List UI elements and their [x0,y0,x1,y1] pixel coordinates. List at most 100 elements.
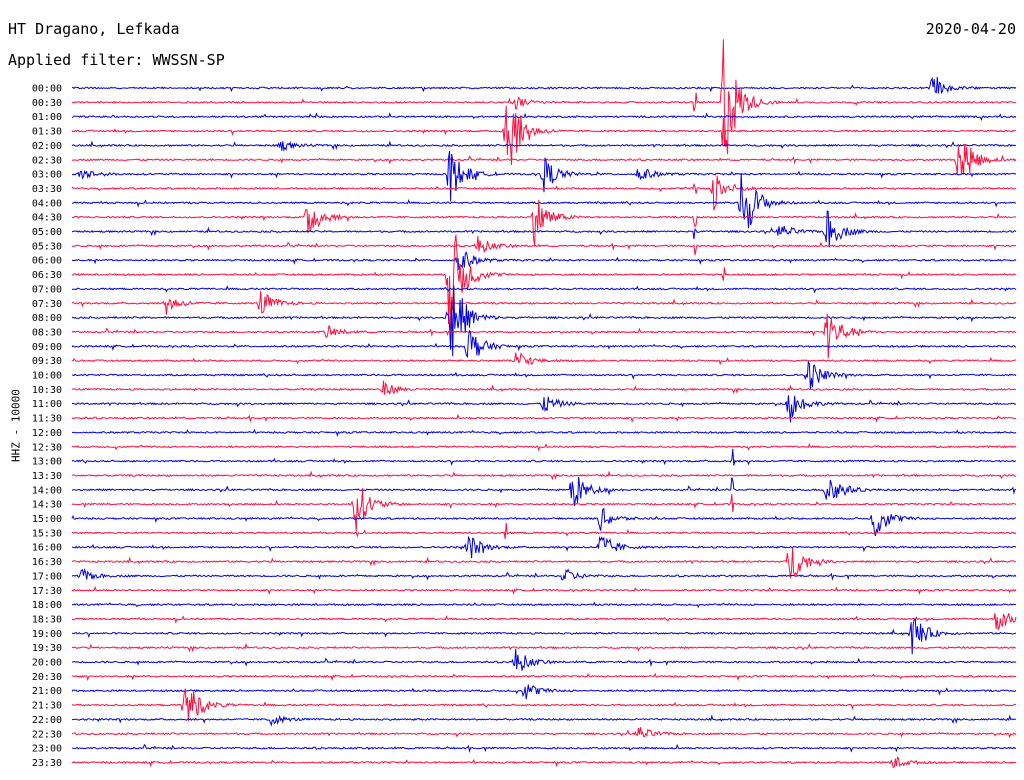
time-label: 04:00 [32,198,62,209]
time-label: 06:30 [32,270,62,281]
trace-row [71,477,1017,507]
time-label: 10:30 [32,385,62,396]
station-title: HT Dragano, Lefkada [8,20,180,38]
time-label: 23:00 [32,744,62,755]
trace-row [71,601,1017,609]
trace-row [71,251,1017,270]
time-label: 21:00 [32,686,62,697]
time-label: 15:00 [32,514,62,525]
trace-row [71,150,1017,202]
trace-row [71,727,1017,739]
time-label: 07:30 [32,299,62,310]
trace-row [71,210,1017,248]
time-label: 20:00 [32,658,62,669]
time-label: 08:00 [32,313,62,324]
trace-row [71,76,1017,95]
trace-row [71,535,1017,559]
time-label: 19:00 [32,629,62,640]
trace-row [71,567,1017,581]
time-label: 11:30 [32,414,62,425]
trace-row [71,448,1017,466]
trace-row [72,173,1017,229]
trace-row [71,395,1017,423]
date-label: 2020-04-20 [925,20,1016,38]
time-label: 22:00 [32,715,62,726]
trace-row [71,743,1017,754]
time-label: 02:30 [32,155,62,166]
trace-row [71,329,1017,359]
trace-row [71,413,1016,423]
time-label: 06:00 [32,256,62,267]
time-label: 09:30 [32,356,62,367]
time-label: 00:00 [32,84,62,95]
time-label: 03:30 [32,184,62,195]
trace-row [71,756,1017,769]
trace-row [71,585,1017,596]
time-label: 17:30 [32,586,62,597]
trace-row [71,143,1017,175]
trace-row [71,112,1017,121]
trace-row [71,285,1017,294]
trace-row [71,684,1017,700]
time-label: 11:00 [32,399,62,410]
time-label: 04:30 [32,213,62,224]
time-label: 10:00 [32,371,62,382]
time-label: 14:00 [32,485,62,496]
trace-row [72,199,1017,246]
time-label: 00:30 [32,98,62,109]
time-label: 23:30 [32,758,62,769]
trace-row [71,313,1017,359]
time-label: 22:30 [32,729,62,740]
time-label: 05:00 [32,227,62,238]
time-label: 21:30 [32,701,62,712]
time-label: 01:00 [32,112,62,123]
time-label: 13:00 [32,457,62,468]
filter-label: Applied filter: WWSSN-SP [8,51,225,69]
time-label: 07:00 [32,284,62,295]
trace-row [71,39,1017,155]
trace-row [71,285,1017,357]
trace-row [71,236,1016,256]
trace-row [72,672,1017,682]
trace-row [71,642,1017,653]
time-label: 19:30 [32,643,62,654]
time-label: 05:30 [32,241,62,252]
trace-row [71,547,1017,579]
time-label: 13:30 [32,471,62,482]
time-label: 02:00 [32,141,62,152]
trace-row [71,688,1017,722]
trace-row [71,488,1017,532]
trace-row [71,105,1017,166]
trace-row [71,428,1017,438]
trace-row [71,380,1017,395]
trace-row [71,470,1016,481]
time-label: 12:30 [32,442,62,453]
trace-row [71,352,1017,366]
trace-row [71,648,1017,671]
time-label: 17:00 [32,571,62,582]
time-label: 14:30 [32,500,62,511]
trace-row [71,234,1017,331]
time-label: 03:00 [32,170,62,181]
time-label: 16:30 [32,557,62,568]
time-label: 15:30 [32,528,62,539]
trace-row [71,442,1017,452]
time-label: 08:30 [32,327,62,338]
time-label: 18:30 [32,614,62,625]
trace-row [71,507,1016,537]
trace-row [71,359,1017,390]
trace-row [71,714,1016,727]
trace-row [72,618,1016,655]
trace-row [71,175,1016,211]
time-label: 12:00 [32,428,62,439]
trace-row [71,291,1017,315]
time-label: 16:00 [32,543,62,554]
trace-row [71,140,1017,152]
time-label: 01:30 [32,127,62,138]
trace-row [71,613,1017,631]
time-label: 09:00 [32,342,62,353]
trace-row [71,522,1017,540]
time-label: 20:30 [32,672,62,683]
time-label: 18:00 [32,600,62,611]
